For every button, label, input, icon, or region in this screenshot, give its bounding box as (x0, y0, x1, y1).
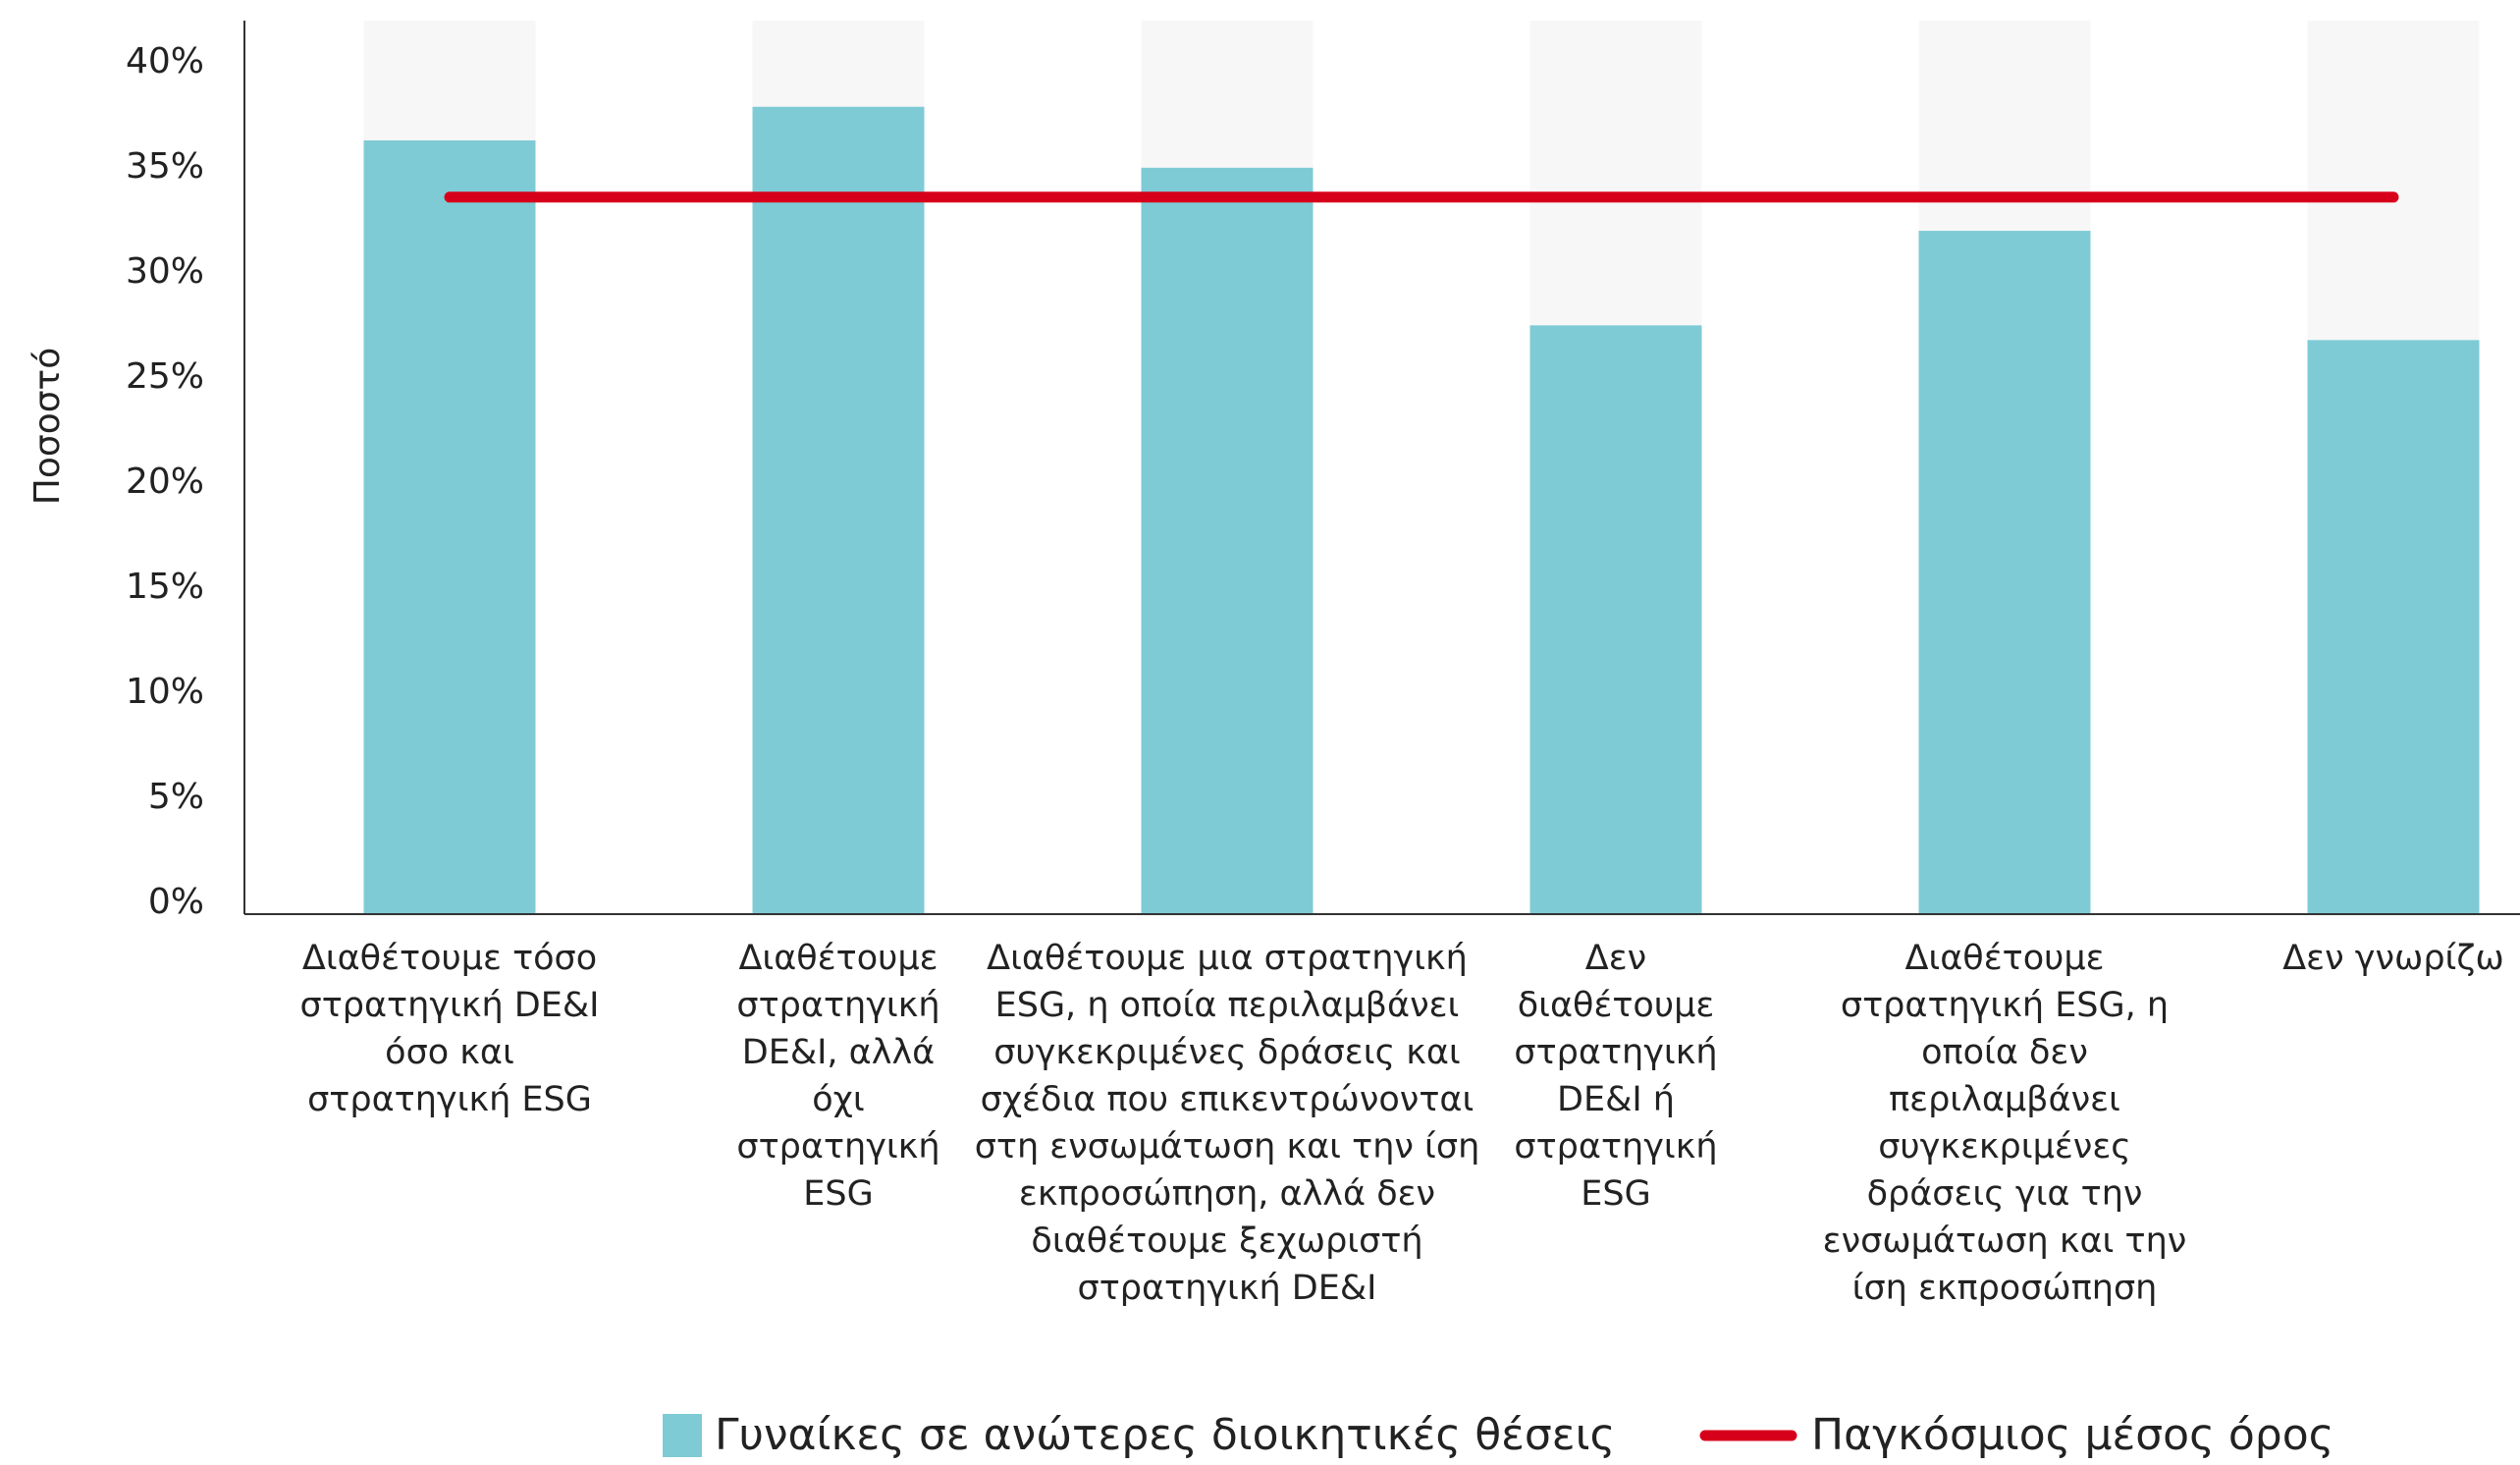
x-tick-label: Διαθέτουμε στρατηγική ESG, η οποία δεν π… (1822, 939, 2187, 1308)
legend-label: Γυναίκες σε ανώτερες διοικητικές θέσεις (715, 1410, 1616, 1460)
bar (2307, 340, 2480, 914)
y-tick-label: 25% (126, 356, 204, 397)
y-tick-label: 35% (126, 146, 204, 187)
bar (752, 106, 925, 914)
y-tick-label: 40% (126, 41, 204, 81)
y-tick-label: 20% (126, 461, 204, 502)
legend-swatch (663, 1414, 702, 1457)
y-axis-title: Ποσοστό (27, 348, 68, 505)
bar (1529, 325, 1702, 915)
x-tick-label: Δεν διαθέτουμε στρατηγική DE&I ή στρατηγ… (1514, 939, 1718, 1214)
bar (363, 140, 536, 914)
x-tick-label: Διαθέτουμε μια στρατηγική ESG, η οποία π… (974, 939, 1480, 1308)
y-tick-label: 0% (148, 882, 204, 922)
bar (1141, 167, 1314, 915)
legend-label: Παγκόσμιος μέσος όρος (1811, 1410, 2334, 1460)
bar (1918, 231, 2091, 915)
y-tick-label: 5% (148, 777, 204, 817)
y-tick-label: 30% (126, 251, 204, 292)
x-tick-label: Διαθέτουμε στρατηγική DE&I, αλλά όχι στρ… (736, 939, 940, 1214)
y-tick-label: 10% (126, 672, 204, 712)
x-tick-label: Δεν γνωρίζω (2282, 939, 2504, 978)
y-tick-label: 15% (126, 567, 204, 607)
x-tick-label: Διαθέτουμε τόσο στρατηγική DE&I όσο και … (299, 939, 600, 1119)
